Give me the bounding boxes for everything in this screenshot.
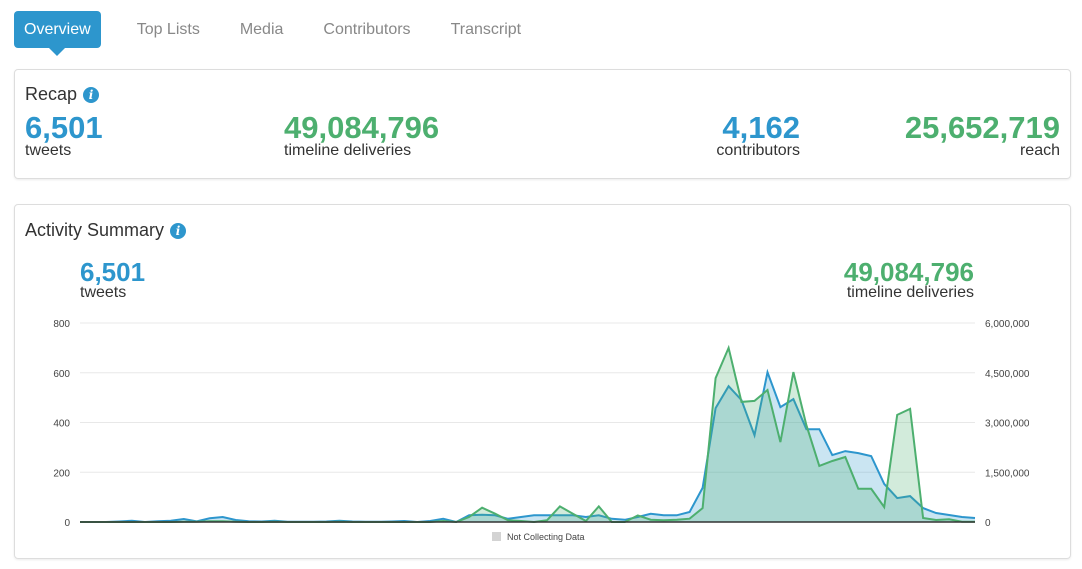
recap-tweets-label: tweets	[25, 142, 72, 159]
recap-tweets: 6,501 tweets	[25, 110, 103, 159]
left-tick-label: 0	[64, 518, 70, 529]
activity-tweets: 6,501 tweets	[80, 259, 145, 301]
legend-not-collecting[interactable]: Not Collecting Data	[507, 532, 585, 542]
tab-transcript[interactable]: Transcript	[450, 21, 522, 38]
info-icon[interactable]: i	[170, 222, 187, 239]
recap-contributors: 4,162 contributors	[716, 110, 800, 159]
recap-deliveries-label: timeline deliveries	[284, 142, 412, 159]
right-tick-label: 6,000,000	[985, 319, 1030, 330]
recap-contributors-label: contributors	[716, 142, 800, 159]
activity-panel: Activity Summary i 6,501 tweets 49,084,7…	[14, 204, 1071, 559]
tab-media[interactable]: Media	[239, 21, 284, 38]
recap-deliveries: 49,084,796 timeline deliveries	[284, 110, 440, 159]
tweets-area	[80, 372, 975, 522]
recap-reach-label: reach	[1019, 142, 1060, 159]
right-tick-label: 3,000,000	[985, 419, 1030, 430]
activity-deliveries-label: timeline deliveries	[846, 284, 974, 301]
left-tick-label: 400	[53, 419, 70, 430]
tab-overview[interactable]: Overview	[14, 11, 101, 56]
recap-reach-value: 25,652,719	[904, 110, 1060, 145]
activity-title: Activity Summary i	[25, 220, 187, 241]
activity-tweets-label: tweets	[80, 284, 127, 301]
recap-tweets-value: 6,501	[25, 110, 103, 145]
legend-swatch	[492, 532, 501, 541]
left-tick-label: 600	[53, 369, 70, 380]
deliveries-area	[80, 347, 975, 522]
right-tick-label: 4,500,000	[985, 369, 1030, 380]
right-tick-label: 0	[985, 518, 991, 529]
recap-title: Recap i	[25, 84, 100, 105]
left-tick-label: 800	[53, 319, 70, 330]
left-tick-label: 200	[53, 468, 70, 479]
recap-contributors-value: 4,162	[722, 110, 800, 145]
activity-title-text: Activity Summary	[25, 220, 165, 240]
info-icon[interactable]: i	[83, 86, 100, 103]
tab-contributors[interactable]: Contributors	[323, 21, 411, 38]
activity-tweets-value: 6,501	[80, 257, 146, 287]
recap-title-text: Recap	[25, 84, 78, 104]
recap-reach: 25,652,719 reach	[904, 110, 1060, 159]
recap-panel: Recap i 6,501 tweets 49,084,796 timeline…	[14, 69, 1071, 179]
right-tick-label: 1,500,000	[985, 468, 1030, 479]
activity-deliveries: 49,084,796 timeline deliveries	[844, 259, 974, 301]
tweets-line	[80, 368, 976, 524]
tab-top-lists[interactable]: Top Lists	[136, 21, 200, 38]
recap-deliveries-value: 49,084,796	[284, 110, 440, 145]
tab-bar: Overview Top Lists Media Contributors Tr…	[14, 11, 541, 56]
activity-deliveries-value: 49,084,796	[843, 257, 974, 287]
